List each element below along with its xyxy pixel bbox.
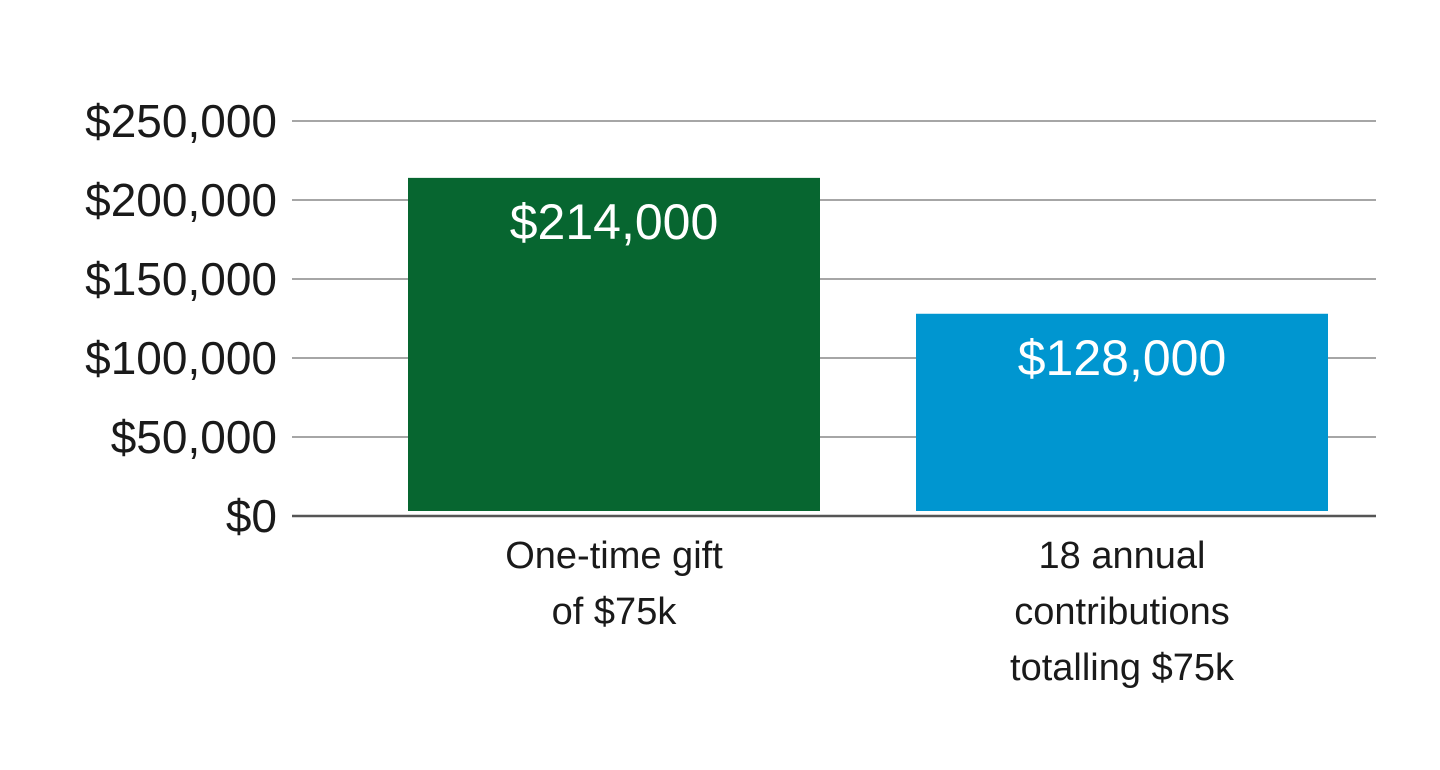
y-tick-label: $150,000 [85, 253, 277, 305]
y-tick-label: $0 [226, 490, 277, 542]
bar [916, 313, 1328, 511]
bar-value-label: $128,000 [1018, 330, 1227, 386]
x-category-label: of $75k [552, 591, 678, 633]
x-category-label: One-time gift [505, 535, 723, 577]
y-tick-label: $250,000 [85, 95, 277, 147]
bars: $214,000 $128,000 [408, 177, 1328, 511]
bar-value-label: $214,000 [510, 194, 719, 250]
y-tick-label: $200,000 [85, 174, 277, 226]
x-category-label: totalling $75k [1010, 647, 1235, 689]
y-axis-tick-labels: $0 $50,000 $100,000 $150,000 $200,000 $250,00… [85, 95, 277, 542]
x-category-label: 18 annual [1039, 535, 1206, 577]
x-axis-category-labels: One-time gift of $75k 18 annual contributio… [505, 535, 1235, 689]
bar [408, 177, 820, 511]
x-category-label: contributions [1014, 591, 1229, 633]
y-tick-label: $100,000 [85, 332, 277, 384]
y-tick-label: $50,000 [111, 411, 277, 463]
